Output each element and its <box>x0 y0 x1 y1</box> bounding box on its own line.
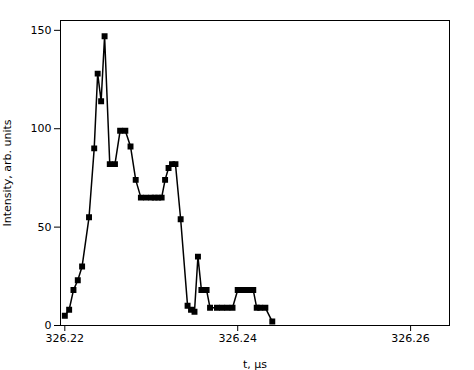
svg-text:326.22: 326.22 <box>46 332 85 345</box>
svg-text:100: 100 <box>31 122 52 135</box>
svg-text:150: 150 <box>31 24 52 37</box>
svg-text:t, μs: t, μs <box>243 358 267 370</box>
svg-text:0: 0 <box>45 319 52 332</box>
svg-text:50: 50 <box>38 221 52 234</box>
svg-text:326.24: 326.24 <box>218 332 257 345</box>
svg-text:326.26: 326.26 <box>391 332 430 345</box>
svg-text:Intensity, arb. units: Intensity, arb. units <box>1 119 14 226</box>
